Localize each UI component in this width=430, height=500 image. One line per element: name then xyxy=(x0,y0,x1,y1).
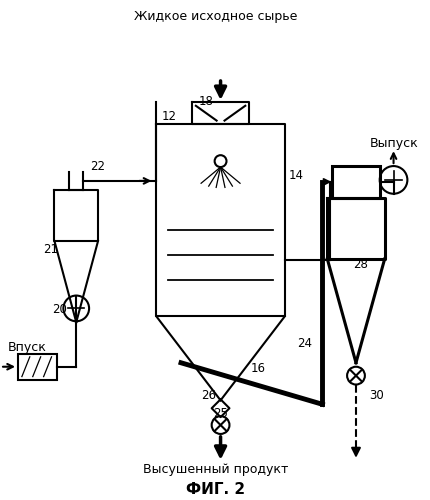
Text: 20: 20 xyxy=(52,303,67,316)
Text: Впуск: Впуск xyxy=(8,342,47,354)
Text: 12: 12 xyxy=(161,110,176,123)
Text: 16: 16 xyxy=(250,362,265,375)
Text: 18: 18 xyxy=(198,96,213,108)
Text: Высушенный продукт: Высушенный продукт xyxy=(143,462,288,475)
Bar xyxy=(332,166,379,198)
Text: 25: 25 xyxy=(212,406,227,420)
Text: Выпуск: Выпуск xyxy=(369,137,417,150)
Text: 24: 24 xyxy=(296,338,311,350)
Text: 26: 26 xyxy=(201,389,216,402)
Text: ФИГ. 2: ФИГ. 2 xyxy=(186,482,245,498)
Text: 30: 30 xyxy=(369,389,383,402)
Bar xyxy=(18,354,57,380)
Text: 14: 14 xyxy=(288,170,302,182)
Text: 28: 28 xyxy=(353,258,368,272)
Text: Жидкое исходное сырье: Жидкое исходное сырье xyxy=(134,10,297,23)
Text: 21: 21 xyxy=(43,242,58,256)
Text: 22: 22 xyxy=(90,160,105,172)
